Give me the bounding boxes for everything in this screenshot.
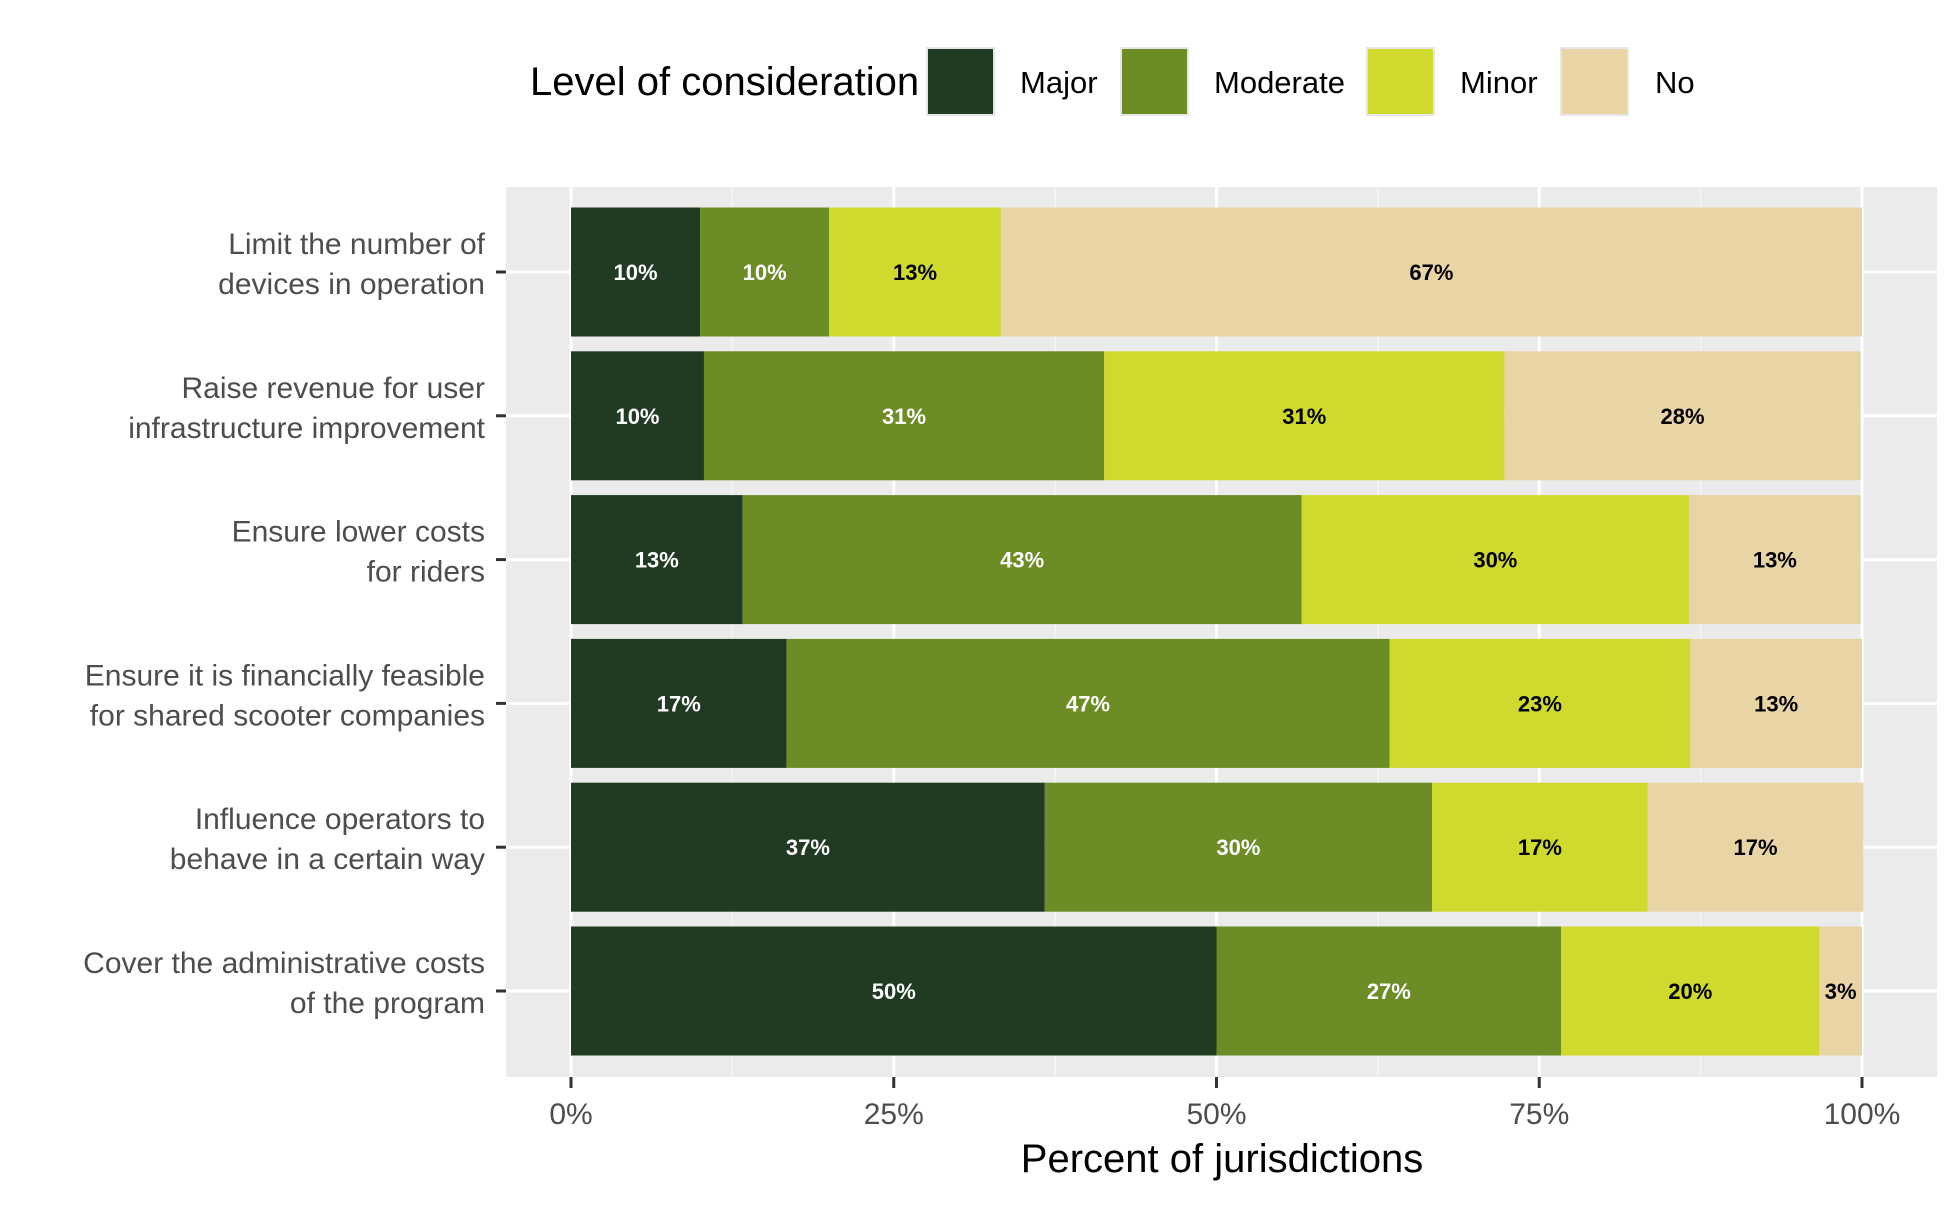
y-tick-label-line: for riders [367, 556, 485, 589]
data-label: 13% [1754, 691, 1798, 716]
legend: Level of consideration Major Moderate Mino… [530, 47, 1695, 116]
bar-no [1689, 495, 1861, 625]
bar-no [1000, 207, 1862, 337]
data-label: 30% [1216, 835, 1260, 860]
data-label: 31% [882, 404, 926, 429]
y-tick-label-line: Limit the number of [228, 228, 485, 261]
legend-label-no: No [1655, 65, 1695, 100]
y-tick-label-line: devices in operation [218, 268, 485, 301]
bar-moderate [1044, 782, 1433, 912]
y-tick-label: Ensure lower costs for riders [232, 516, 485, 589]
x-tick-label: 100% [1824, 1098, 1901, 1131]
data-label: 13% [893, 260, 937, 285]
legend-key-moderate [1120, 47, 1189, 116]
x-tick-label: 25% [864, 1098, 924, 1131]
data-label: 20% [1668, 979, 1712, 1004]
bar-no [1504, 351, 1861, 481]
y-tick-label-line: Influence operators to [195, 803, 485, 836]
bar-minor [1301, 495, 1690, 625]
data-label: 10% [743, 260, 787, 285]
bar-moderate [703, 351, 1105, 481]
x-tick-label: 0% [549, 1098, 592, 1131]
y-tick-label: Raise revenue for user infrastructure imp… [128, 372, 485, 445]
bar-minor [1104, 351, 1505, 481]
data-label: 3% [1825, 979, 1857, 1004]
data-label: 50% [872, 979, 916, 1004]
data-label: 23% [1518, 691, 1562, 716]
data-label: 13% [1753, 548, 1797, 573]
bar-minor [1389, 638, 1691, 768]
data-label: 43% [1000, 548, 1044, 573]
y-axis: Limit the number of devices in operation R… [83, 228, 506, 1020]
x-tick-label: 50% [1186, 1098, 1246, 1131]
data-label: 27% [1367, 979, 1411, 1004]
y-tick-label-line: of the program [290, 987, 485, 1020]
bar-major [571, 638, 787, 768]
bars: 10% 10% 13% 67% 10% 31% 31% 28% 13% 43% 30% 13% 17% 4… [571, 207, 1864, 1056]
y-tick-label: Cover the administrative costs of the pro… [83, 947, 485, 1020]
x-axis-title: Percent of jurisdictions [1021, 1137, 1423, 1181]
y-tick-label-line: Cover the administrative costs [83, 947, 485, 980]
bar-no [1819, 926, 1862, 1056]
legend-key-no [1560, 47, 1629, 116]
bar-minor [1561, 926, 1820, 1056]
data-label: 30% [1473, 548, 1517, 573]
bar-major [571, 207, 701, 337]
bar-moderate [1216, 926, 1562, 1056]
data-label: 28% [1661, 404, 1705, 429]
bar-minor [829, 207, 1001, 337]
y-tick-label: Limit the number of devices in operation [218, 228, 485, 301]
data-label: 17% [1518, 835, 1562, 860]
data-label: 10% [614, 260, 658, 285]
y-tick-label-line: infrastructure improvement [128, 412, 485, 445]
data-label: 31% [1282, 404, 1326, 429]
bar-moderate [700, 207, 830, 337]
bar-major [571, 926, 1217, 1056]
x-tick-label: 75% [1509, 1098, 1569, 1131]
data-label: 17% [1733, 835, 1777, 860]
bar-major [571, 782, 1045, 912]
data-label: 10% [615, 404, 659, 429]
bar-no [1647, 782, 1864, 912]
data-label: 37% [786, 835, 830, 860]
legend-key-major [926, 47, 995, 116]
bar-no [1690, 638, 1862, 768]
x-axis: 0% 25% 50% 75% 100% [549, 1077, 1900, 1131]
bar-moderate [742, 495, 1302, 625]
bar-minor [1432, 782, 1648, 912]
data-label: 17% [657, 691, 701, 716]
legend-title: Level of consideration [530, 60, 919, 104]
legend-label-minor: Minor [1460, 65, 1538, 100]
bar-major [571, 351, 704, 481]
y-tick-label-line: for shared scooter companies [90, 699, 485, 732]
legend-label-major: Major [1020, 65, 1098, 100]
data-label: 13% [635, 548, 679, 573]
y-tick-label-line: Raise revenue for user [182, 372, 486, 405]
bar-moderate [786, 638, 1390, 768]
y-tick-label: Influence operators to behave in a certai… [170, 803, 485, 876]
y-tick-label-line: Ensure it is financially feasible [85, 659, 485, 692]
legend-label-moderate: Moderate [1214, 65, 1345, 100]
legend-key-minor [1366, 47, 1435, 116]
y-tick-label: Ensure it is financially feasible for sha… [85, 659, 485, 732]
y-tick-label-line: Ensure lower costs [232, 516, 485, 549]
y-tick-label-line: behave in a certain way [170, 843, 485, 876]
bar-major [571, 495, 743, 625]
data-label: 47% [1066, 691, 1110, 716]
data-label: 67% [1409, 260, 1453, 285]
